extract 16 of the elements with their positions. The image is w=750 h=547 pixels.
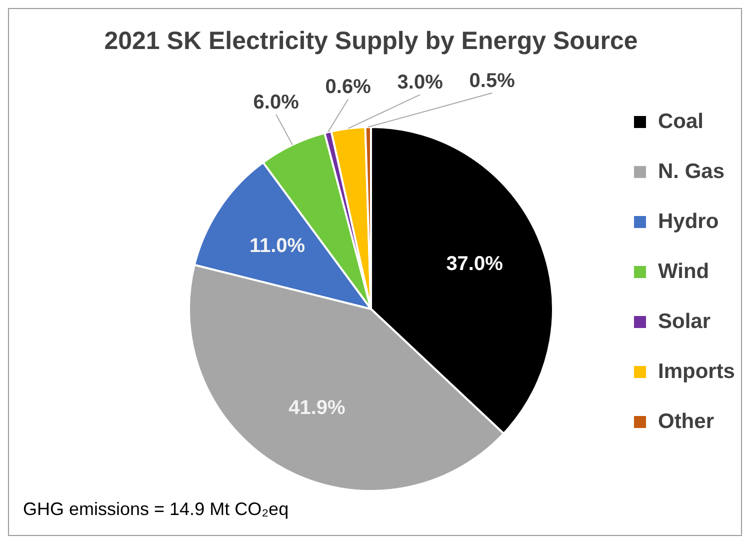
data-label: 11.0% bbox=[249, 235, 306, 258]
data-label: 3.0% bbox=[397, 72, 444, 94]
legend-label: Solar bbox=[658, 310, 711, 334]
legend-label: Imports bbox=[658, 360, 735, 384]
chart-title: 2021 SK Electricity Supply by Energy Source bbox=[104, 27, 638, 55]
data-label: 0.5% bbox=[469, 70, 516, 92]
legend-label: Coal bbox=[658, 110, 704, 134]
data-label: 6.0% bbox=[253, 92, 300, 114]
text: GHG emissions = 14.9 Mt CO₂eq bbox=[23, 499, 289, 519]
legend-label: Wind bbox=[658, 260, 710, 284]
data-label: 0.6% bbox=[325, 76, 372, 98]
legend-label: N. Gas bbox=[658, 160, 725, 184]
data-label: 41.9% bbox=[288, 397, 346, 420]
legend-label: Other bbox=[658, 410, 714, 434]
legend-label: Hydro bbox=[658, 210, 719, 234]
data-label: 37.0% bbox=[446, 253, 504, 276]
